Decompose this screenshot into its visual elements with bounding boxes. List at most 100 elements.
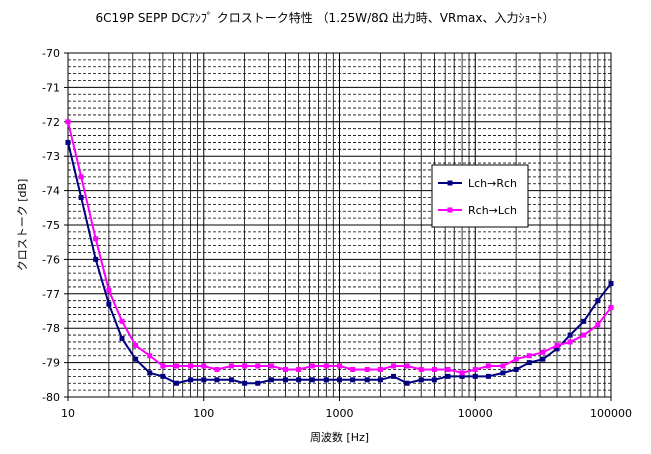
y-tick-label: -77 bbox=[42, 288, 60, 301]
data-point bbox=[459, 370, 465, 376]
y-tick-label: -80 bbox=[42, 391, 60, 404]
data-point bbox=[513, 356, 519, 362]
data-point bbox=[391, 373, 397, 379]
data-point bbox=[404, 380, 410, 386]
y-tick-label: -73 bbox=[42, 150, 60, 163]
data-point bbox=[500, 370, 506, 376]
legend-swatch-marker bbox=[447, 180, 453, 186]
data-point bbox=[282, 377, 288, 383]
data-point bbox=[160, 373, 166, 379]
legend-swatch-marker bbox=[447, 207, 453, 213]
data-point bbox=[296, 366, 302, 372]
data-point bbox=[581, 332, 587, 338]
data-point bbox=[418, 377, 424, 383]
data-point bbox=[554, 346, 560, 352]
legend-label: Lch→Rch bbox=[468, 177, 517, 190]
data-point bbox=[188, 377, 194, 383]
legend-box bbox=[431, 164, 529, 228]
data-point bbox=[445, 373, 451, 379]
y-tick-label: -79 bbox=[42, 357, 60, 370]
x-tick-label: 100 bbox=[193, 407, 214, 420]
data-point bbox=[160, 363, 166, 369]
data-point bbox=[106, 301, 112, 307]
data-point bbox=[526, 360, 532, 366]
data-point bbox=[377, 366, 383, 372]
data-point bbox=[350, 377, 356, 383]
data-point bbox=[567, 339, 573, 345]
data-point bbox=[485, 363, 491, 369]
series-2 bbox=[65, 119, 614, 376]
data-point bbox=[404, 363, 410, 369]
data-point bbox=[500, 363, 506, 369]
data-point bbox=[174, 380, 180, 386]
data-point bbox=[93, 236, 99, 242]
data-point bbox=[228, 363, 234, 369]
data-point bbox=[214, 377, 220, 383]
data-point bbox=[608, 280, 614, 286]
data-point bbox=[459, 373, 465, 379]
data-point bbox=[350, 366, 356, 372]
data-point bbox=[337, 363, 342, 369]
data-point bbox=[65, 119, 71, 125]
data-point bbox=[485, 373, 491, 379]
x-tick-label: 10 bbox=[61, 407, 75, 420]
data-point bbox=[119, 318, 125, 324]
data-point bbox=[268, 363, 274, 369]
y-tick-label: -71 bbox=[42, 81, 60, 94]
data-point bbox=[282, 366, 288, 372]
y-tick-label: -78 bbox=[42, 322, 60, 335]
data-point bbox=[242, 363, 248, 369]
data-point bbox=[242, 380, 248, 386]
data-point bbox=[364, 377, 370, 383]
data-point bbox=[554, 342, 560, 348]
x-tick-label: 100000 bbox=[590, 407, 632, 420]
data-point bbox=[540, 349, 546, 355]
data-point bbox=[119, 336, 125, 342]
data-point bbox=[188, 363, 194, 369]
data-point bbox=[567, 332, 573, 338]
data-point bbox=[526, 353, 532, 359]
data-point bbox=[513, 366, 519, 372]
series-1 bbox=[65, 139, 614, 386]
data-point bbox=[581, 318, 587, 324]
y-axis-ticks: -70 -71 -72 -73 -74 -75 -76 -77 -78 -79 -80 bbox=[42, 47, 68, 404]
y-axis-label: クロストーク [dB] bbox=[16, 179, 29, 272]
data-point bbox=[255, 363, 261, 369]
data-point bbox=[364, 366, 370, 372]
series-layer bbox=[65, 119, 614, 386]
data-point bbox=[296, 377, 302, 383]
data-point bbox=[201, 377, 207, 383]
data-point bbox=[255, 380, 261, 386]
data-point bbox=[65, 139, 71, 145]
data-point bbox=[78, 194, 84, 200]
data-point bbox=[93, 256, 99, 262]
data-point bbox=[540, 356, 546, 362]
data-point bbox=[147, 353, 153, 359]
legend: Lch→Rch Rch→Lch bbox=[431, 164, 529, 228]
data-point bbox=[309, 377, 315, 383]
data-point bbox=[608, 305, 614, 311]
data-point bbox=[445, 366, 451, 372]
y-tick-label: -70 bbox=[42, 47, 60, 60]
data-point bbox=[201, 363, 207, 369]
y-tick-label: -75 bbox=[42, 219, 60, 232]
data-point bbox=[323, 363, 329, 369]
data-point bbox=[309, 363, 315, 369]
x-axis-label: 周波数 [Hz] bbox=[310, 431, 369, 444]
chart-title: 6C19P SEPP DCｱﾝﾌﾟ クロストーク特性 （1.25W/8Ω 出力時… bbox=[95, 10, 554, 25]
data-point bbox=[106, 287, 112, 293]
x-tick-label: 1000 bbox=[326, 407, 354, 420]
legend-label: Rch→Lch bbox=[468, 204, 517, 217]
data-point bbox=[147, 370, 153, 376]
data-point bbox=[133, 356, 139, 362]
data-point bbox=[595, 322, 601, 328]
data-point bbox=[431, 377, 437, 383]
x-tick-label: 10000 bbox=[458, 407, 493, 420]
data-point bbox=[472, 366, 478, 372]
data-point bbox=[377, 377, 383, 383]
data-point bbox=[472, 373, 478, 379]
data-point bbox=[595, 298, 601, 304]
data-point bbox=[78, 174, 84, 180]
x-axis-ticks: 10 100 1000 10000 100000 bbox=[61, 397, 632, 420]
